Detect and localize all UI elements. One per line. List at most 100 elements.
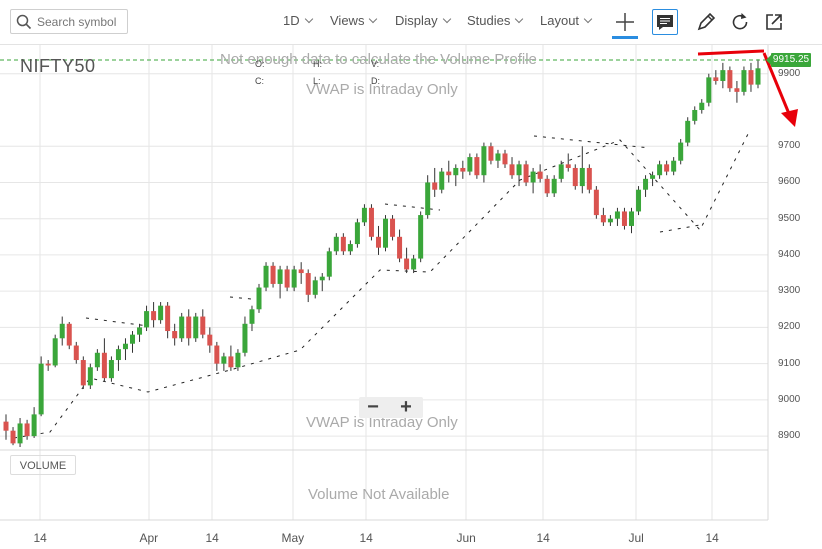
popout-button[interactable] [761,9,787,35]
candle [207,327,213,353]
candle [284,265,290,292]
candle-body [277,269,283,284]
interval-menu[interactable]: 1D [283,13,313,28]
candle [158,302,164,324]
chart-toolbar: 1D Views Display Studies Layout [0,0,822,45]
candle [3,414,9,440]
price-tick-label: 9000 [778,393,801,405]
candle [614,207,620,226]
candle-body [439,171,445,190]
candle [523,160,529,187]
candle-body [537,171,543,179]
date-tick-label: Jun [456,531,476,545]
draw-button[interactable] [693,9,719,35]
annotation-line [697,49,765,56]
search-icon [16,14,32,30]
candle [200,309,206,339]
candle [467,153,473,176]
candle-body [481,146,487,176]
candle-body [179,316,185,339]
popout-icon [766,14,782,30]
candle [720,62,726,89]
candle-body [509,164,515,176]
candle [727,66,733,92]
price-chart[interactable] [0,45,822,549]
candle [411,254,417,274]
envelope-dashes [659,224,701,233]
candle-body [130,334,136,344]
price-tick-label: 9400 [778,248,801,260]
candle-body [151,311,157,321]
candle-body [165,305,171,332]
layout-menu[interactable]: Layout [540,13,593,28]
candle-body [66,323,72,346]
candle-body [671,160,677,172]
candle [586,164,592,194]
symbol-search-box[interactable] [10,9,128,34]
candle-body [368,207,374,237]
candle [340,233,346,255]
zoom-out-button[interactable]: − [367,396,379,418]
candle-body [45,363,51,366]
views-menu[interactable]: Views [330,13,378,28]
candle-body [713,77,719,81]
candle [277,265,283,299]
candle-body [347,244,353,252]
candle [628,207,634,234]
envelope-dashes [384,203,441,211]
candle-body [502,153,508,165]
candle [38,356,44,417]
candle [600,207,606,226]
candle [235,349,241,371]
ohlc-date: D: [371,76,380,86]
candle-body [418,215,424,259]
candle [509,157,515,179]
date-tick-label: 14 [705,531,719,545]
candle-body [375,236,381,248]
candle [368,204,374,241]
ohlc-volume: V: [371,59,380,69]
candle-body [59,323,65,339]
vwap-dashes [13,129,751,439]
studies-menu[interactable]: Studies [467,13,524,28]
candle [397,229,403,263]
candle-body [228,356,234,368]
volume-study-badge[interactable]: VOLUME [10,455,76,475]
candle-body [235,352,241,368]
candle [593,186,599,219]
annotation-button[interactable] [652,9,678,35]
candle-body [636,189,642,212]
price-tick-label: 9100 [778,357,801,369]
candle [122,338,128,361]
candle [228,345,234,371]
reset-button[interactable] [727,9,753,35]
candle-body [685,120,691,143]
candle-body [650,175,656,179]
candle-body [17,423,23,444]
candle [488,142,494,165]
candle-body [3,421,9,431]
display-menu[interactable]: Display [395,13,451,28]
candle [502,149,508,168]
search-input[interactable] [37,13,125,30]
volume-message: Volume Not Available [308,486,450,503]
candle [312,276,318,299]
zoom-in-button[interactable]: + [400,396,412,418]
price-tick-label: 9300 [778,285,801,297]
volume-profile-message: Not enough data to calculate the Volume … [220,51,537,68]
candle [115,345,121,371]
symbol-title: NIFTY50 [20,56,96,76]
candle-body [361,207,367,223]
display-label: Display [395,13,438,28]
ohlc-low: L: [313,76,321,86]
candle-body [474,157,480,176]
candle [734,80,740,103]
candle [59,316,65,346]
candle-body [755,68,761,85]
candle-body [727,70,733,89]
candle [516,160,522,187]
candle [319,273,325,292]
candle-body [579,167,585,187]
crosshair-button[interactable] [612,9,638,39]
candle-body [678,142,684,161]
